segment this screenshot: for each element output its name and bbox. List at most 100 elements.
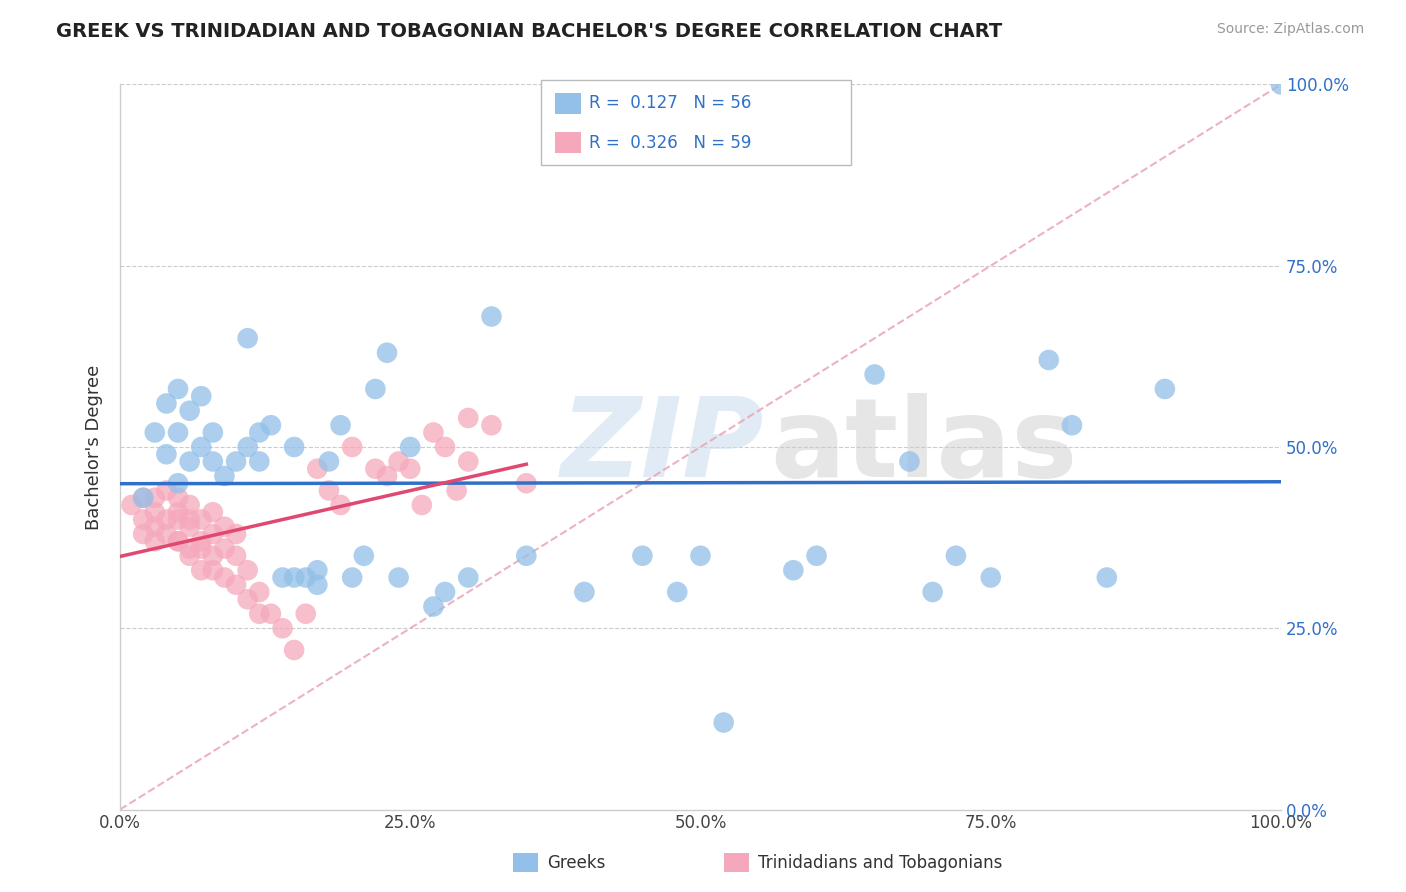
- Point: [457, 570, 479, 584]
- Point: [353, 549, 375, 563]
- Point: [167, 534, 190, 549]
- Point: [132, 491, 155, 505]
- Point: [329, 498, 352, 512]
- Y-axis label: Bachelor's Degree: Bachelor's Degree: [86, 364, 103, 530]
- Point: [1038, 353, 1060, 368]
- Point: [179, 454, 201, 468]
- Point: [132, 512, 155, 526]
- Point: [294, 607, 316, 621]
- Point: [1060, 418, 1083, 433]
- Point: [214, 469, 236, 483]
- Point: [1095, 570, 1118, 584]
- Point: [214, 570, 236, 584]
- Point: [247, 585, 270, 599]
- Point: [225, 549, 247, 563]
- Point: [179, 520, 201, 534]
- Point: [201, 454, 224, 468]
- Point: [294, 570, 316, 584]
- Point: [236, 440, 259, 454]
- Point: [399, 461, 422, 475]
- Point: [190, 534, 212, 549]
- Point: [283, 440, 305, 454]
- Point: [446, 483, 468, 498]
- Text: R =  0.326   N = 59: R = 0.326 N = 59: [589, 134, 751, 152]
- Point: [247, 607, 270, 621]
- Point: [236, 592, 259, 607]
- Point: [132, 491, 155, 505]
- Point: [364, 461, 387, 475]
- Point: [201, 549, 224, 563]
- Point: [167, 512, 190, 526]
- Point: [167, 505, 190, 519]
- Point: [340, 440, 363, 454]
- Point: [179, 403, 201, 417]
- Point: [247, 454, 270, 468]
- Point: [190, 541, 212, 556]
- Point: [225, 578, 247, 592]
- Point: [434, 585, 457, 599]
- Text: Trinidadians and Tobagonians: Trinidadians and Tobagonians: [758, 854, 1002, 871]
- Point: [155, 512, 177, 526]
- Point: [515, 476, 537, 491]
- Point: [132, 527, 155, 541]
- Point: [167, 476, 190, 491]
- Point: [167, 425, 190, 440]
- Point: [411, 498, 433, 512]
- Point: [457, 454, 479, 468]
- Point: [143, 491, 166, 505]
- Point: [271, 621, 294, 635]
- Point: [318, 454, 340, 468]
- Point: [283, 570, 305, 584]
- Point: [179, 512, 201, 526]
- Point: [388, 454, 411, 468]
- Point: [271, 570, 294, 584]
- Point: [236, 331, 259, 345]
- Point: [782, 563, 804, 577]
- Point: [225, 527, 247, 541]
- Point: [179, 549, 201, 563]
- Point: [143, 505, 166, 519]
- Point: [155, 396, 177, 410]
- Point: [388, 570, 411, 584]
- Point: [155, 527, 177, 541]
- Point: [179, 498, 201, 512]
- Point: [574, 585, 596, 599]
- Point: [190, 563, 212, 577]
- Point: [689, 549, 711, 563]
- Text: Source: ZipAtlas.com: Source: ZipAtlas.com: [1216, 22, 1364, 37]
- Point: [340, 570, 363, 584]
- Point: [225, 454, 247, 468]
- Point: [155, 447, 177, 461]
- Point: [307, 578, 329, 592]
- Point: [247, 425, 270, 440]
- Text: atlas: atlas: [770, 393, 1077, 500]
- Point: [167, 382, 190, 396]
- Point: [806, 549, 828, 563]
- Point: [921, 585, 943, 599]
- Point: [481, 310, 503, 324]
- Point: [201, 425, 224, 440]
- Point: [167, 534, 190, 549]
- Point: [167, 491, 190, 505]
- Point: [945, 549, 967, 563]
- Point: [190, 389, 212, 403]
- Point: [121, 498, 143, 512]
- Point: [515, 549, 537, 563]
- Text: R =  0.127   N = 56: R = 0.127 N = 56: [589, 95, 751, 112]
- Point: [631, 549, 654, 563]
- Point: [260, 607, 283, 621]
- Point: [143, 425, 166, 440]
- Point: [307, 563, 329, 577]
- Point: [713, 715, 735, 730]
- Point: [399, 440, 422, 454]
- Point: [434, 440, 457, 454]
- Point: [179, 541, 201, 556]
- Text: Greeks: Greeks: [547, 854, 606, 871]
- Point: [214, 520, 236, 534]
- Point: [190, 512, 212, 526]
- Text: ZIP: ZIP: [561, 393, 765, 500]
- Point: [422, 599, 444, 614]
- Point: [318, 483, 340, 498]
- Point: [364, 382, 387, 396]
- Point: [201, 563, 224, 577]
